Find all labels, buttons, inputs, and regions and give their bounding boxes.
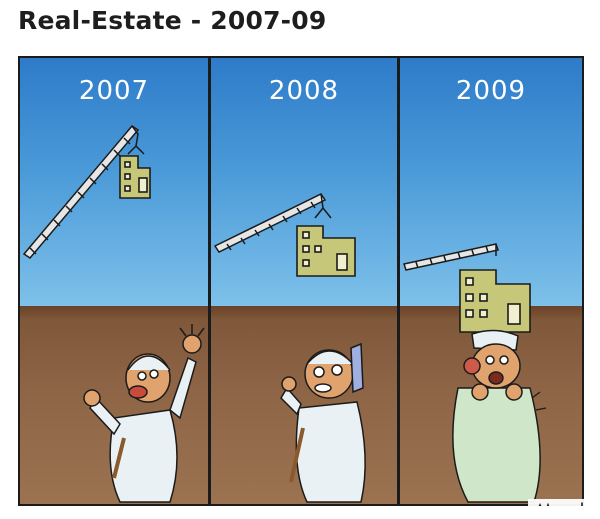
panel-2008: 2008: [209, 56, 399, 506]
building: [119, 155, 151, 199]
building: [296, 225, 356, 277]
crane: [403, 243, 499, 271]
panel-illustration: [403, 243, 547, 503]
panel-year: 2009: [455, 76, 527, 106]
panel-year: 2007: [78, 76, 150, 106]
man-worried: [280, 342, 366, 503]
page-title: Real-Estate - 2007-09: [18, 6, 327, 35]
panel-2007: 2007: [18, 56, 210, 506]
crane: [22, 125, 145, 259]
panel-illustration: [213, 193, 366, 503]
comic-strip: 2007: [18, 56, 584, 506]
sky: [20, 58, 208, 306]
panel-2009: 2009: [398, 56, 584, 506]
man-shocked: [452, 329, 547, 503]
artist-signature: [528, 499, 584, 506]
building: [459, 269, 531, 333]
man-cheering: [83, 324, 205, 503]
panel-illustration: [22, 125, 205, 503]
crane: [213, 193, 332, 253]
panel-year: 2008: [268, 76, 340, 106]
